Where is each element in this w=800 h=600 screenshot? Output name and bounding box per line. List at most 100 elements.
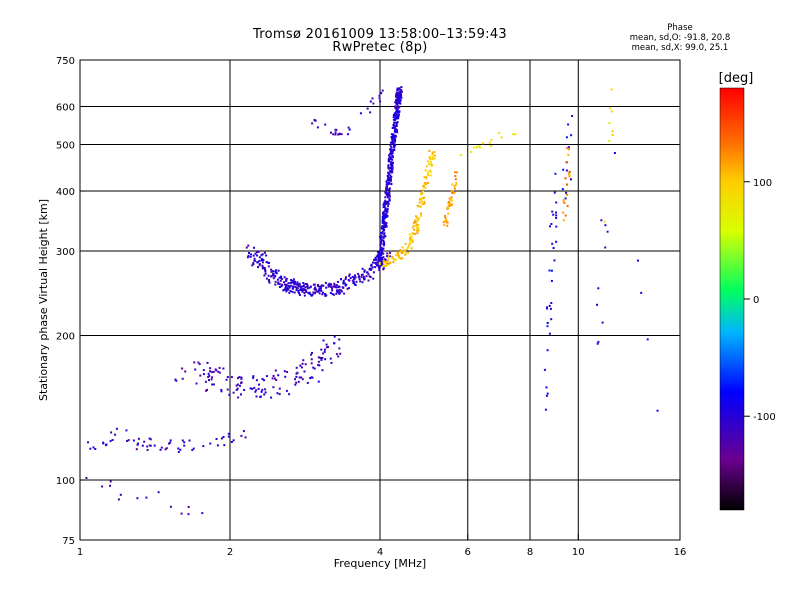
data-point (397, 105, 399, 108)
data-point (275, 272, 278, 275)
data-point (419, 205, 422, 208)
data-point (428, 163, 430, 166)
data-point (555, 240, 558, 243)
data-point (565, 161, 568, 164)
data-point (157, 491, 160, 494)
data-point (263, 379, 265, 382)
data-point (109, 484, 111, 487)
data-point (348, 273, 351, 276)
data-point (422, 185, 425, 188)
data-point (394, 118, 397, 121)
data-point (455, 182, 458, 184)
data-point (387, 205, 389, 208)
data-point (382, 203, 385, 206)
data-point (342, 282, 345, 285)
data-point (424, 169, 427, 172)
data-point (284, 285, 287, 288)
data-point (336, 289, 339, 292)
data-point (427, 171, 429, 174)
data-point (549, 307, 552, 310)
data-point (336, 280, 339, 283)
data-point (429, 162, 432, 165)
data-point (387, 179, 390, 182)
data-point (600, 219, 603, 222)
data-point (295, 381, 298, 384)
data-point (232, 439, 235, 442)
data-point (568, 171, 571, 173)
data-point (87, 441, 89, 444)
data-point (183, 441, 186, 444)
data-point (358, 275, 361, 278)
data-point (279, 286, 281, 288)
data-point (611, 130, 614, 133)
data-point (283, 283, 286, 286)
data-point (383, 220, 386, 223)
data-point (288, 285, 291, 288)
data-point (395, 98, 398, 101)
data-point (562, 211, 565, 214)
data-point (381, 227, 384, 230)
data-point (637, 259, 639, 262)
data-point (340, 278, 342, 280)
data-point (193, 361, 196, 364)
data-point (453, 187, 456, 190)
data-point (387, 177, 390, 180)
data-point (237, 377, 239, 380)
data-point (299, 286, 302, 289)
data-point (324, 281, 327, 284)
data-point (372, 261, 374, 264)
data-point (216, 444, 219, 447)
data-point (297, 380, 300, 383)
data-point (380, 239, 383, 242)
data-point (388, 187, 391, 190)
data-point (204, 380, 207, 383)
data-point (136, 497, 139, 500)
data-point (444, 214, 447, 217)
data-point (381, 226, 384, 229)
data-point (388, 159, 391, 162)
data-point (306, 381, 309, 384)
data-point (400, 251, 403, 254)
data-point (265, 277, 268, 280)
data-point (365, 275, 368, 278)
colorbar-tick-label: -100 (753, 412, 776, 423)
data-point (333, 342, 336, 345)
data-point (552, 213, 555, 216)
data-point (261, 253, 264, 256)
data-point (257, 387, 260, 390)
data-point (89, 447, 92, 450)
data-point (220, 389, 223, 391)
data-point (389, 261, 392, 264)
data-point (301, 290, 304, 293)
data-point (445, 218, 447, 221)
data-point (348, 128, 351, 131)
data-point (286, 287, 289, 290)
data-point (407, 251, 410, 254)
data-point (380, 92, 383, 95)
data-point (382, 247, 385, 250)
data-point (546, 392, 549, 395)
data-point (397, 254, 400, 257)
data-point (609, 107, 612, 110)
data-point (392, 261, 395, 263)
data-point (454, 178, 457, 181)
data-point (443, 220, 446, 223)
data-point (420, 214, 423, 217)
data-point (394, 135, 397, 138)
data-point (546, 307, 549, 310)
data-point (442, 221, 445, 224)
data-point (311, 376, 314, 379)
data-point (417, 229, 420, 232)
data-point (222, 436, 225, 438)
data-point (338, 133, 341, 136)
data-point (249, 387, 252, 390)
y-tick-label: 300 (56, 247, 75, 258)
data-point (391, 134, 394, 136)
data-point (336, 291, 339, 294)
data-point (429, 170, 432, 173)
data-point (298, 282, 301, 285)
data-point (256, 254, 259, 257)
data-point (258, 383, 260, 386)
data-point (338, 291, 341, 294)
data-point (428, 149, 431, 152)
